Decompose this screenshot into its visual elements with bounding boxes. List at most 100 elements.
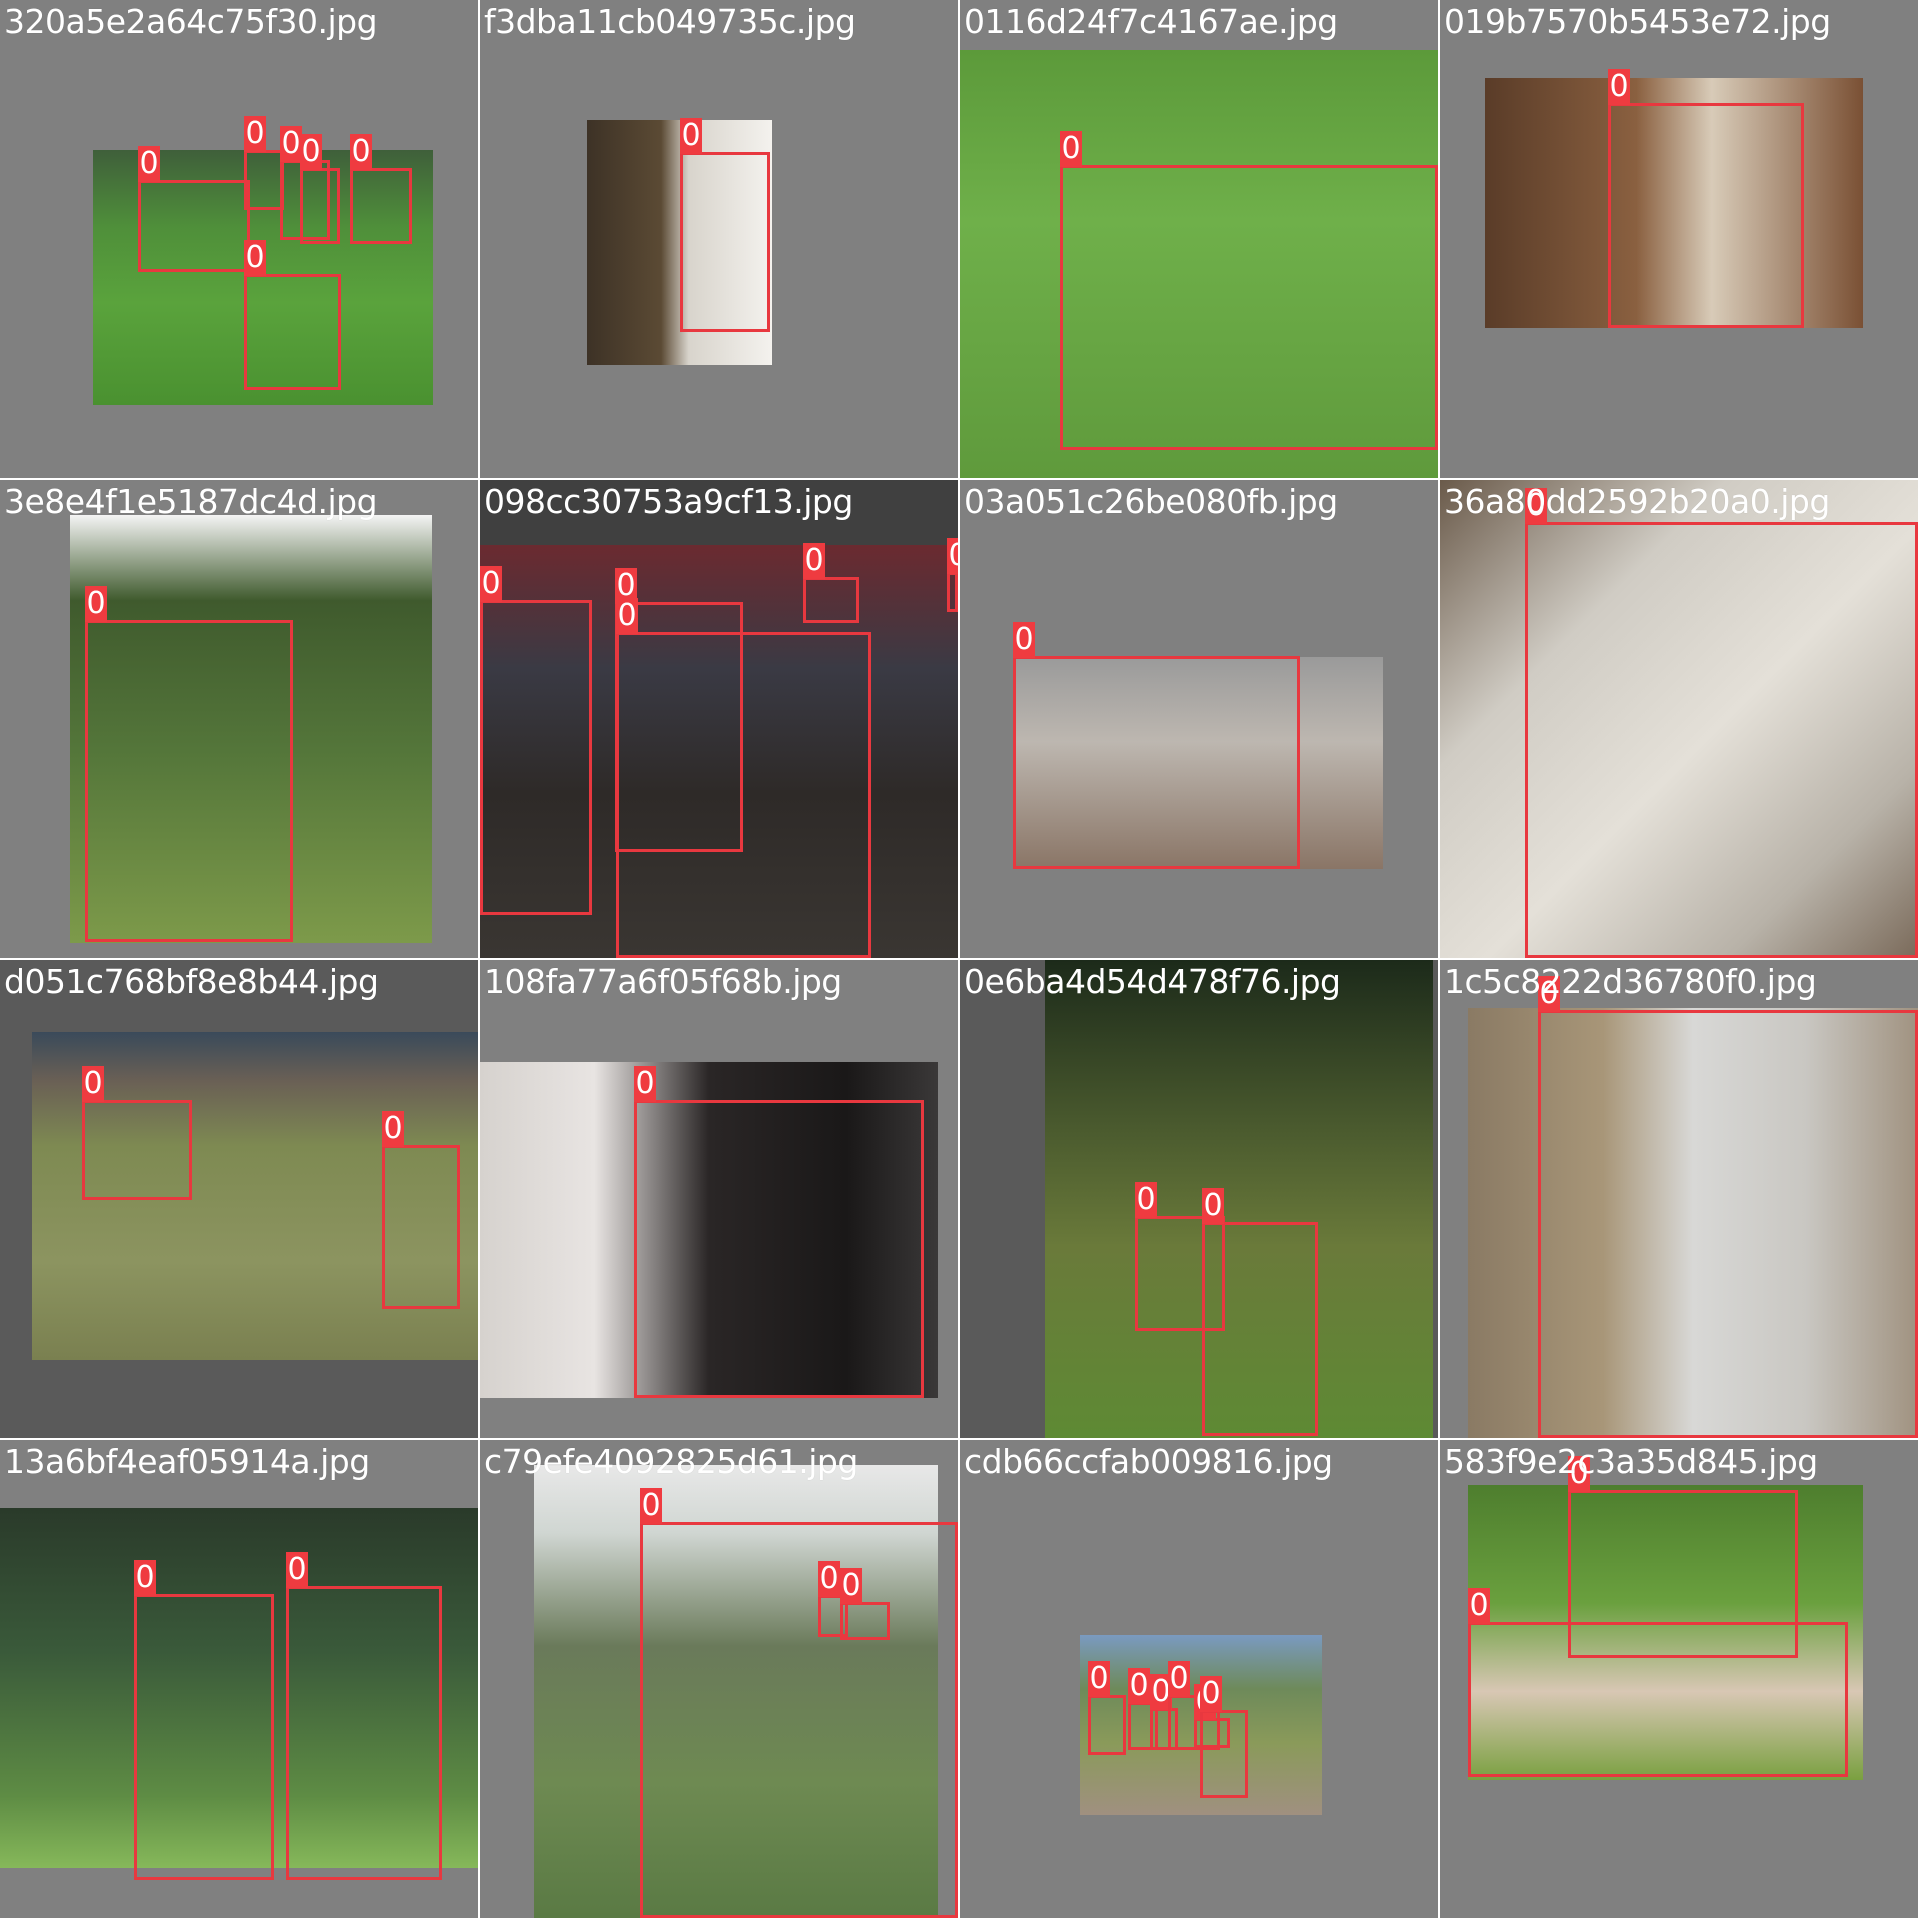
bounding-box <box>382 1145 460 1309</box>
class-label: 0 <box>818 1561 840 1597</box>
class-label: 0 <box>1088 1661 1110 1697</box>
bounding-box <box>1538 1010 1918 1438</box>
tile-filename: 3e8e4f1e5187dc4d.jpg <box>4 482 378 521</box>
class-label: 0 <box>1150 1674 1172 1710</box>
bounding-box <box>1568 1490 1798 1658</box>
alpaca-photo <box>480 545 958 958</box>
class-label: 0 <box>1202 1188 1224 1224</box>
class-label: 0 <box>1200 1676 1222 1712</box>
grid-divider <box>0 1438 1920 1440</box>
alpaca-photo <box>587 120 772 365</box>
class-label: 0 <box>382 1111 404 1147</box>
alpaca-photo <box>70 515 432 943</box>
alpaca-photo <box>1013 657 1383 869</box>
alpaca-photo <box>480 1062 938 1398</box>
class-label: 0 <box>1060 131 1082 167</box>
class-label: 0 <box>803 543 825 579</box>
bounding-box <box>286 1586 442 1880</box>
bounding-box <box>1608 103 1804 328</box>
bounding-box <box>350 168 412 244</box>
class-label: 0 <box>350 134 372 170</box>
mosaic-tile: 0 0 583f9e2c3a35d845.jpg <box>1440 1440 1918 1918</box>
bounding-box <box>634 1100 924 1398</box>
class-label: 0 <box>85 586 107 622</box>
bounding-box <box>616 632 871 958</box>
bounding-box <box>1060 165 1438 450</box>
bounding-box <box>1013 656 1300 869</box>
bounding-box <box>134 1594 274 1880</box>
class-label: 0 <box>1135 1182 1157 1218</box>
bounding-box <box>300 168 340 244</box>
tile-filename: d051c768bf8e8b44.jpg <box>4 962 379 1001</box>
class-label: 0 <box>947 538 958 574</box>
mosaic-tile: 0 0116d24f7c4167ae.jpg <box>960 0 1438 478</box>
bounding-box <box>82 1100 192 1200</box>
bounding-box <box>840 1602 890 1640</box>
class-label: 0 <box>300 134 322 170</box>
mosaic-tile: 000000cdb66ccfab009816.jpg <box>960 1440 1438 1918</box>
class-label: 0 <box>1013 622 1035 658</box>
class-label: 0 <box>134 1560 156 1596</box>
mosaic-tile: 0 0 0 c79efe4092825d61.jpg <box>480 1440 958 1918</box>
tile-filename: 098cc30753a9cf13.jpg <box>484 482 853 521</box>
class-label: 0 <box>1538 976 1560 1012</box>
alpaca-photo <box>960 50 1438 478</box>
bounding-box <box>1525 522 1918 958</box>
mosaic-tile: 0 0 0e6ba4d54d478f76.jpg <box>960 960 1438 1438</box>
alpaca-photo <box>32 1032 478 1360</box>
alpaca-photo <box>1468 1008 1918 1438</box>
alpaca-photo <box>1045 960 1433 1438</box>
mosaic-tile: 0 0 13a6bf4eaf05914a.jpg <box>0 1440 478 1918</box>
class-label: 0 <box>1568 1456 1590 1492</box>
class-label: 0 <box>640 1488 662 1524</box>
alpaca-photo <box>1440 480 1918 958</box>
class-label: 0 <box>840 1568 862 1604</box>
class-label: 0 <box>286 1552 308 1588</box>
class-label: 0 <box>615 568 637 604</box>
tile-filename: 108fa77a6f05f68b.jpg <box>484 962 842 1001</box>
mosaic-tile: 0 03a051c26be080fb.jpg <box>960 480 1438 958</box>
bounding-box <box>803 577 859 623</box>
class-label: 0 <box>1525 488 1547 524</box>
bounding-box <box>1202 1222 1318 1436</box>
mosaic-tile: 0 0 0 0 0 0 320a5e2a64c75f30.jpg <box>0 0 478 478</box>
mosaic-tile: 00000098cc30753a9cf13.jpg <box>480 480 958 958</box>
grid-divider <box>0 958 1920 960</box>
mosaic-tile: 0 0 d051c768bf8e8b44.jpg <box>0 960 478 1438</box>
bounding-box <box>480 600 592 915</box>
class-label: 0 <box>1468 1588 1490 1624</box>
bounding-box <box>1200 1710 1248 1798</box>
bounding-box <box>1088 1695 1126 1755</box>
bounding-box <box>680 152 770 332</box>
mosaic-tile: 0 1c5c8222d36780f0.jpg <box>1440 960 1918 1438</box>
class-label: 0 <box>138 146 160 182</box>
class-label: 0 <box>280 126 302 162</box>
tile-filename: 019b7570b5453e72.jpg <box>1444 2 1831 41</box>
class-label: 0 <box>616 598 638 634</box>
class-label: 0 <box>1168 1661 1190 1697</box>
grid-divider <box>0 478 1920 480</box>
bounding-box <box>1468 1622 1848 1777</box>
bounding-box <box>138 180 250 272</box>
mosaic-tile: 0 3e8e4f1e5187dc4d.jpg <box>0 480 478 958</box>
mosaic-tile: 0 36a80dd2592b20a0.jpg <box>1440 480 1918 958</box>
tile-filename: cdb66ccfab009816.jpg <box>964 1442 1333 1481</box>
tile-filename: 13a6bf4eaf05914a.jpg <box>4 1442 370 1481</box>
bounding-box <box>1135 1216 1225 1331</box>
grid-divider <box>1438 0 1440 1920</box>
tile-filename: 0e6ba4d54d478f76.jpg <box>964 962 1341 1001</box>
alpaca-photo <box>0 1508 478 1868</box>
tile-filename: f3dba11cb049735c.jpg <box>484 2 856 41</box>
alpaca-photo <box>93 150 433 405</box>
tile-filename: 1c5c8222d36780f0.jpg <box>1444 962 1817 1001</box>
tile-filename: c79efe4092825d61.jpg <box>484 1442 858 1481</box>
class-label: 0 <box>244 116 266 152</box>
alpaca-photo <box>1485 78 1863 328</box>
bounding-box <box>640 1522 958 1918</box>
class-label: 0 <box>1128 1668 1150 1704</box>
class-label: 0 <box>244 240 266 276</box>
tile-filename: 320a5e2a64c75f30.jpg <box>4 2 378 41</box>
bounding-box <box>947 572 958 612</box>
alpaca-photo <box>534 1465 938 1918</box>
class-label: 0 <box>634 1066 656 1102</box>
